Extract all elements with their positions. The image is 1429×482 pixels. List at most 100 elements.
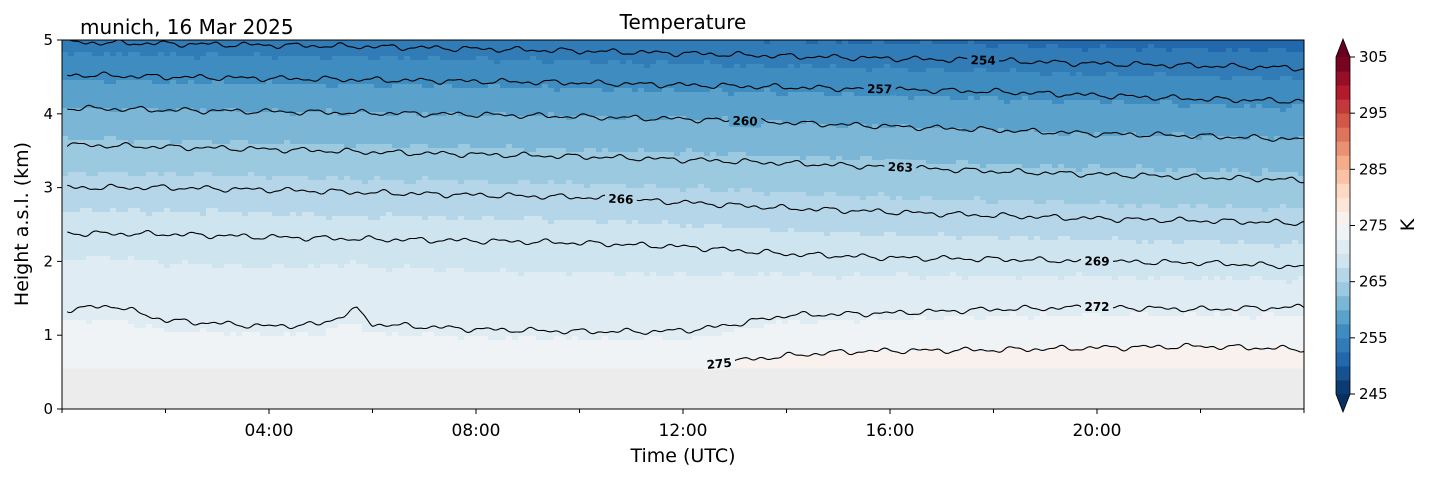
band-cell (176, 188, 183, 193)
band-cell (332, 100, 339, 105)
band-cell (80, 56, 87, 61)
band-cell (320, 284, 327, 289)
band-cell (188, 204, 195, 209)
band-cell (368, 236, 375, 241)
band-cell (308, 116, 315, 121)
band-cell (350, 128, 357, 133)
band-cell (248, 344, 255, 349)
band-cell (266, 104, 273, 109)
band-cell (98, 328, 105, 333)
band-cell (164, 52, 171, 57)
band-cell (158, 276, 165, 281)
band-cell (92, 176, 99, 181)
band-cell (74, 132, 81, 137)
band-cell (170, 180, 177, 185)
band-cell (290, 72, 297, 77)
band-cell (230, 160, 237, 165)
band-cell (116, 280, 123, 285)
band-cell (98, 72, 105, 77)
band-cell (110, 128, 117, 133)
band-cell (218, 140, 225, 145)
band-cell (86, 76, 93, 81)
band-cell (362, 284, 369, 289)
band-cell (194, 320, 201, 325)
band-cell (188, 244, 195, 249)
band-cell (164, 100, 171, 105)
band-cell (86, 364, 93, 369)
band-cell (302, 116, 309, 121)
band-cell (332, 72, 339, 77)
band-cell (350, 92, 357, 97)
band-cell (68, 44, 75, 49)
band-cell (242, 288, 249, 293)
band-cell (302, 64, 309, 69)
band-cell (362, 144, 369, 149)
band-cell (152, 260, 159, 265)
band-cell (104, 284, 111, 289)
band-cell (104, 156, 111, 161)
band-cell (158, 140, 165, 145)
band-cell (374, 236, 381, 241)
band-cell (218, 308, 225, 313)
band-cell (74, 184, 81, 189)
band-cell (86, 360, 93, 365)
band-cell (230, 92, 237, 97)
band-cell (368, 348, 375, 353)
band-cell (158, 60, 165, 65)
band-cell (104, 316, 111, 321)
band-cell (272, 200, 279, 205)
band-cell (74, 288, 81, 293)
band-cell (194, 152, 201, 157)
band-cell (188, 228, 195, 233)
band-cell (278, 364, 285, 369)
band-cell (164, 120, 171, 125)
band-cell (140, 52, 147, 57)
band-cell (314, 272, 321, 277)
band-cell (248, 340, 255, 345)
band-cell (104, 72, 111, 77)
band-cell (350, 108, 357, 113)
band-cell (278, 260, 285, 265)
band-cell (122, 220, 129, 225)
band-cell (218, 164, 225, 169)
band-cell (290, 228, 297, 233)
band-cell (206, 64, 213, 69)
band-cell (176, 248, 183, 253)
band-cell (182, 212, 189, 217)
band-cell (206, 348, 213, 353)
band-cell (290, 272, 297, 277)
band-cell (74, 348, 81, 353)
band-cell (206, 112, 213, 117)
band-cell (242, 240, 249, 245)
band-cell (362, 148, 369, 153)
band-cell (158, 240, 165, 245)
band-cell (206, 316, 213, 321)
band-cell (380, 48, 387, 53)
band-cell (86, 320, 93, 325)
band-cell (80, 48, 87, 53)
band-cell (350, 196, 357, 201)
band-cell (194, 64, 201, 69)
band-cell (224, 260, 231, 265)
band-cell (236, 76, 243, 81)
band-cell (278, 292, 285, 297)
band-cell (140, 108, 147, 113)
band-cell (146, 260, 153, 265)
band-cell (266, 44, 273, 49)
band-cell (218, 48, 225, 53)
band-cell (68, 264, 75, 269)
band-cell (68, 304, 75, 309)
band-cell (176, 116, 183, 121)
band-cell (92, 48, 99, 53)
band-cell (170, 44, 177, 49)
band-cell (122, 304, 129, 309)
band-cell (272, 300, 279, 305)
band-cell (356, 200, 363, 205)
band-cell (146, 92, 153, 97)
band-cell (224, 352, 231, 357)
band-cell (188, 124, 195, 129)
band-cell (374, 304, 381, 309)
band-cell (236, 80, 243, 85)
band-cell (350, 172, 357, 177)
band-cell (230, 96, 237, 101)
